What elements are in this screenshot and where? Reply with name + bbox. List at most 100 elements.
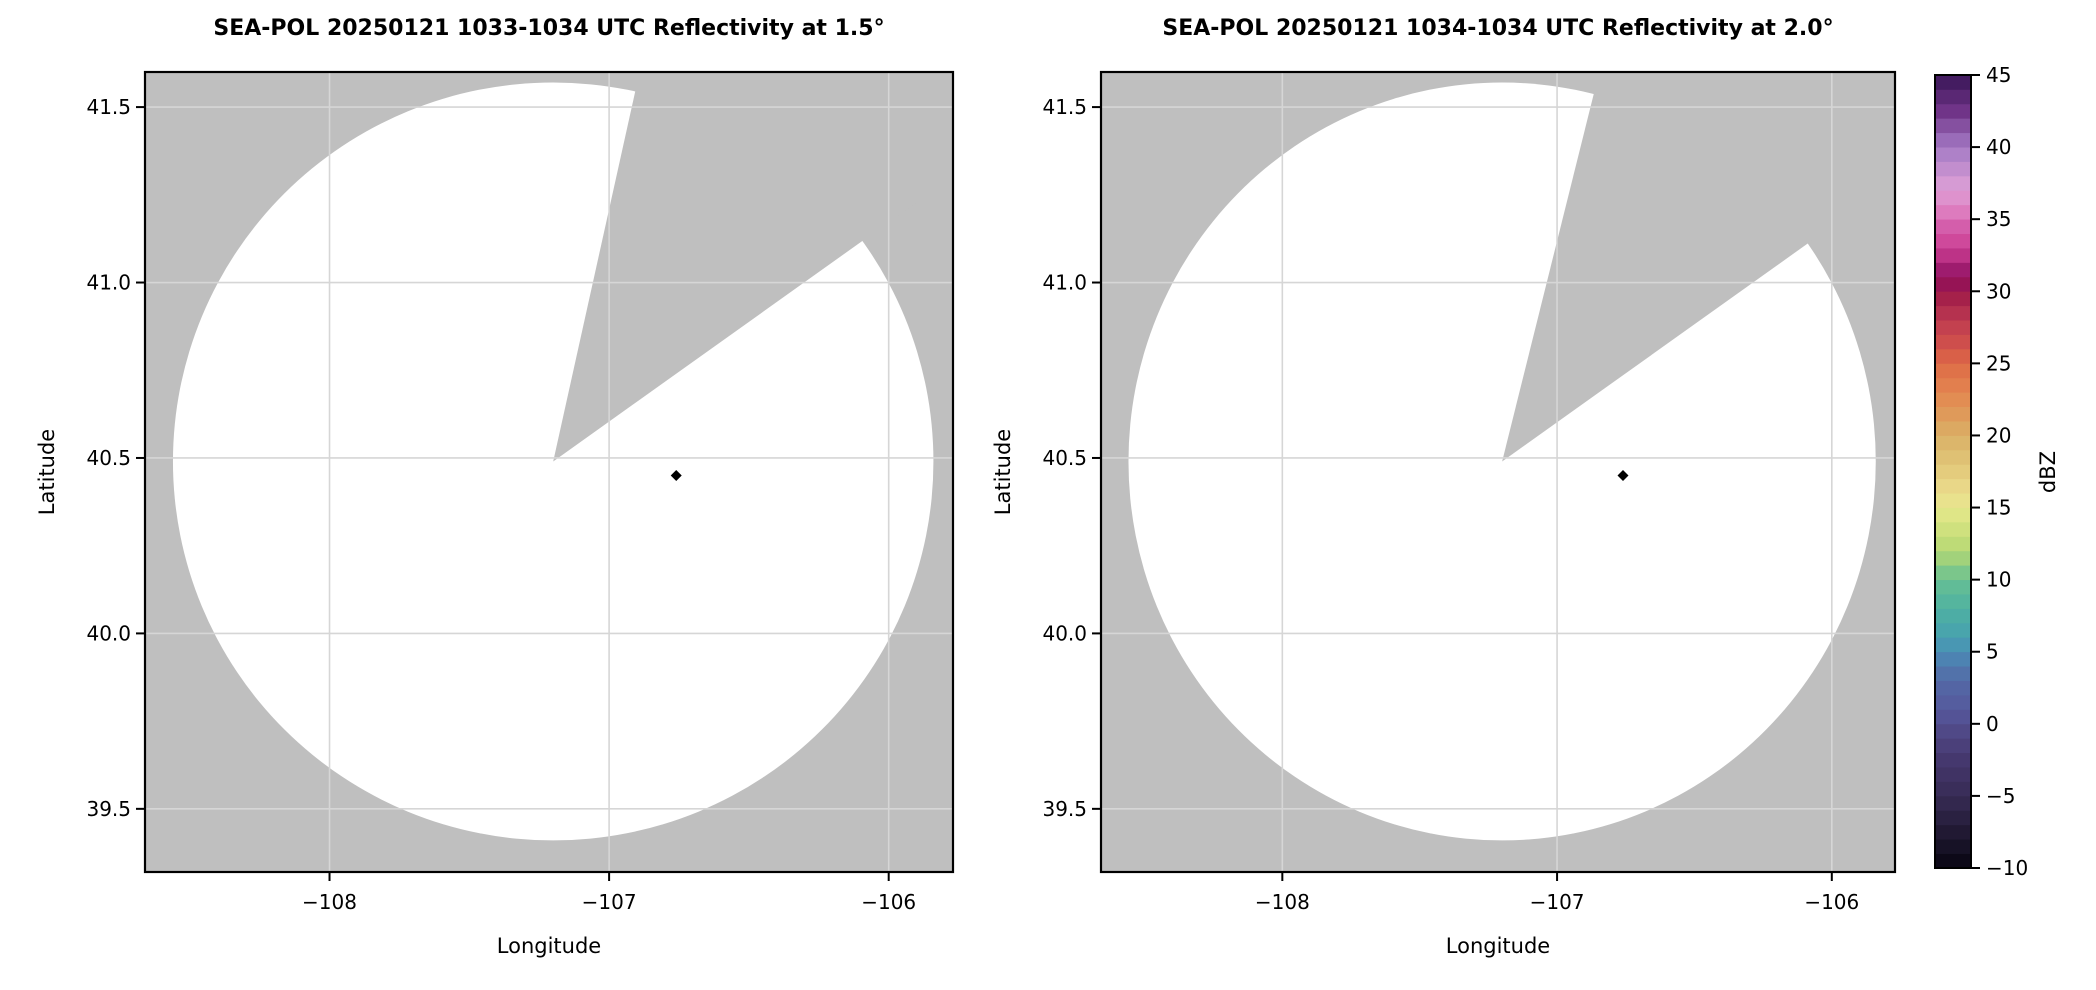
colorbar-band [1935, 507, 1971, 523]
colorbar-band [1935, 809, 1971, 826]
colorbar-band [1935, 377, 1971, 393]
colorbar-band [1935, 435, 1971, 451]
colorbar-band [1935, 795, 1971, 811]
colorbar-frame [1934, 74, 1972, 869]
y-tick-label: 41.0 [1042, 271, 1087, 295]
colorbar-band [1935, 781, 1971, 797]
y-tick-label: 41.5 [86, 95, 131, 119]
colorbar-tick-label: 10 [1986, 568, 2011, 592]
colorbar-band [1935, 146, 1971, 162]
colorbar-band [1935, 579, 1971, 595]
colorbar-band [1935, 651, 1971, 667]
y-tick-label: 41.5 [1042, 95, 1087, 119]
colorbar-band [1935, 824, 1971, 840]
colorbar-band [1935, 117, 1971, 134]
y-tick-label: 40.0 [1042, 621, 1087, 645]
colorbar-band [1935, 247, 1971, 263]
colorbar-band [1935, 492, 1971, 508]
colorbar-band [1935, 161, 1971, 177]
y-tick-label: 39.5 [86, 797, 131, 821]
colorbar-band [1935, 406, 1971, 422]
y-tick-label: 41.0 [86, 271, 131, 295]
colorbar-band [1935, 737, 1971, 754]
x-tick-label: −108 [1255, 890, 1310, 914]
x-tick-label: −106 [1804, 890, 1859, 914]
colorbar-band [1935, 680, 1971, 696]
colorbar-band [1935, 766, 1971, 782]
colorbar-tick-label: 30 [1986, 279, 2011, 303]
colorbar-band [1935, 636, 1971, 653]
y-tick-label: 40.5 [86, 446, 131, 470]
panel1-missing-sector-wedge [553, 72, 953, 462]
colorbar-band [1935, 89, 1971, 105]
colorbar-band [1935, 838, 1971, 854]
colorbar-band [1935, 420, 1971, 436]
colorbar-tick-label: 20 [1986, 423, 2011, 447]
colorbar-band [1935, 189, 1971, 206]
panel2-map-area [1101, 72, 1895, 872]
y-tick-label: 40.0 [86, 621, 131, 645]
colorbar-band [1935, 709, 1971, 725]
colorbar-label: dBZ [2036, 450, 2060, 493]
colorbar-band [1935, 463, 1971, 480]
colorbar-band [1935, 103, 1971, 119]
colorbar-band [1935, 478, 1971, 494]
colorbar-band [1935, 132, 1971, 148]
colorbar-band [1935, 521, 1971, 537]
panel2-yaxis-label: Latitude [991, 428, 1015, 516]
colorbar-band [1935, 74, 1971, 90]
panel2-site-marker [1617, 470, 1629, 482]
colorbar-band [1935, 334, 1971, 350]
colorbar-tick-label: 25 [1986, 351, 2011, 375]
colorbar-band [1935, 276, 1971, 292]
colorbar-tick-label: 40 [1986, 135, 2011, 159]
y-tick-label: 39.5 [1042, 797, 1087, 821]
x-tick-label: −108 [302, 890, 357, 914]
y-tick-label: 40.5 [1042, 446, 1087, 470]
panel1-title: SEA-POL 20250121 1033-1034 UTC Reflectiv… [213, 16, 885, 41]
colorbar-band [1935, 694, 1971, 710]
colorbar-tick-label: 15 [1986, 496, 2011, 520]
panel1-axes-frame [143, 70, 955, 874]
colorbar-band [1935, 319, 1971, 335]
x-tick-label: −106 [861, 890, 916, 914]
colorbar-band [1935, 305, 1971, 321]
colorbar-band [1935, 175, 1971, 191]
colorbar-band [1935, 853, 1971, 869]
colorbar-tick-label: −10 [1986, 856, 2028, 880]
colorbar-tick-label: 5 [1986, 640, 1999, 664]
colorbar-band [1935, 564, 1971, 581]
colorbar-tick-label: 45 [1986, 63, 2011, 87]
colorbar-band [1935, 233, 1971, 249]
panel2-xaxis-label: Longitude [1445, 934, 1551, 958]
colorbar-tick-label: −5 [1986, 784, 2015, 808]
colorbar-band [1935, 290, 1971, 307]
colorbar-band [1935, 204, 1971, 220]
colorbar-band [1935, 622, 1971, 638]
x-tick-label: −107 [582, 890, 637, 914]
panel2-axes-frame [1099, 70, 1897, 874]
colorbar-band [1935, 348, 1971, 364]
colorbar-band [1935, 752, 1971, 768]
panel1-map-area [145, 72, 953, 872]
colorbar-band [1935, 593, 1971, 609]
colorbar-band [1935, 218, 1971, 234]
panel1-xaxis-label: Longitude [496, 934, 602, 958]
panel2-title: SEA-POL 20250121 1034-1034 UTC Reflectiv… [1162, 16, 1834, 41]
colorbar-band [1935, 723, 1971, 739]
colorbar-tick-label: 0 [1986, 712, 1999, 736]
colorbar-band [1935, 665, 1971, 681]
colorbar-band [1935, 550, 1971, 566]
colorbar-band [1935, 535, 1971, 552]
colorbar-band [1935, 362, 1971, 379]
colorbar-band [1935, 262, 1971, 278]
colorbar-band [1935, 391, 1971, 408]
colorbar-tick-label: 35 [1986, 207, 2011, 231]
panel1-yaxis-label: Latitude [35, 428, 59, 516]
colorbar-band [1935, 608, 1971, 624]
x-tick-label: −107 [1530, 890, 1585, 914]
colorbar-band [1935, 449, 1971, 465]
panel1-site-marker [670, 470, 682, 482]
